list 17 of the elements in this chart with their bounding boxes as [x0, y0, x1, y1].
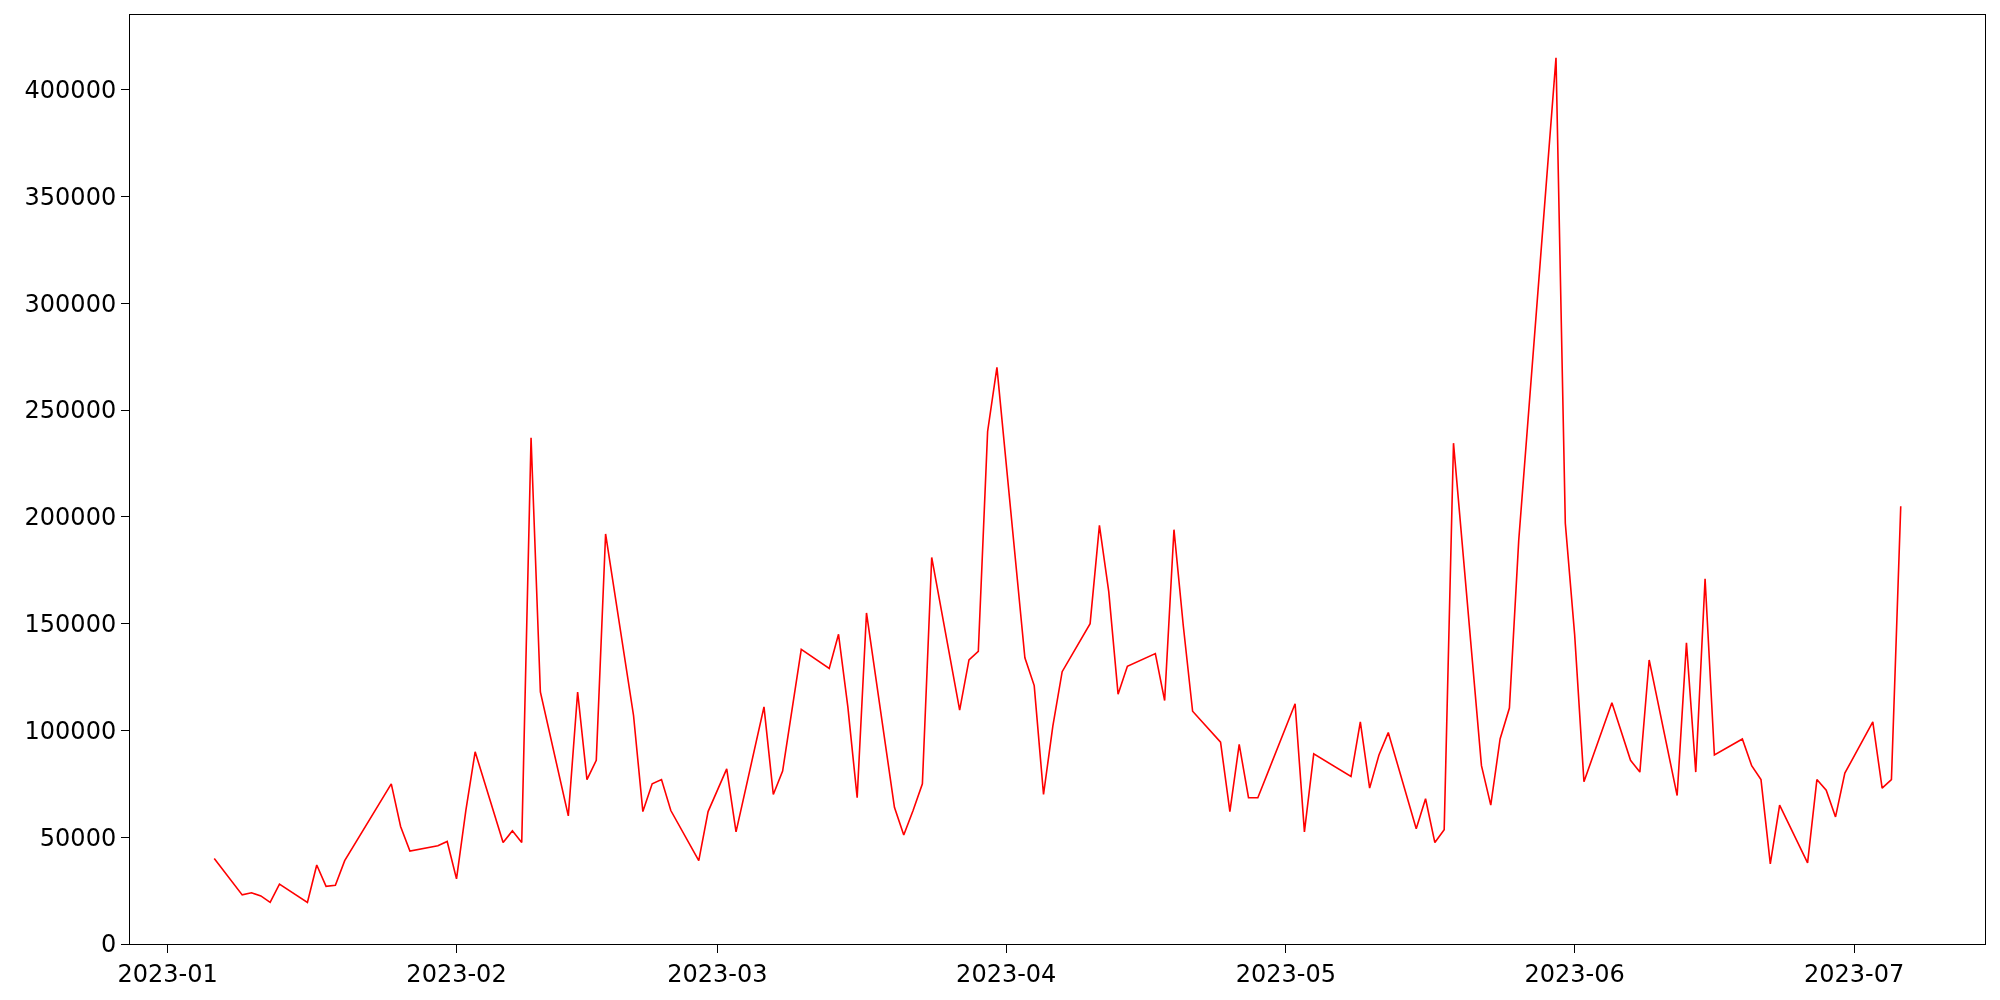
y-tick-label: 250000	[24, 396, 117, 425]
x-tick-label: 2023-06	[1524, 959, 1625, 988]
y-tick-label: 50000	[39, 823, 117, 852]
x-tick-label: 2023-04	[956, 959, 1057, 988]
x-tick-label: 2023-05	[1235, 959, 1336, 988]
x-tick-label: 2023-01	[117, 959, 218, 988]
y-tick-label: 200000	[24, 503, 117, 532]
y-tick-label: 300000	[24, 289, 117, 318]
line-series	[213, 56, 1902, 904]
x-tick-label: 2023-07	[1804, 959, 1905, 988]
x-tick-label: 2023-03	[667, 959, 768, 988]
y-tick-label: 0	[100, 930, 117, 959]
x-tick-label: 2023-02	[406, 959, 507, 988]
y-tick-label: 350000	[24, 182, 117, 211]
y-tick-label: 100000	[24, 716, 117, 745]
y-tick-label: 150000	[24, 610, 117, 639]
y-tick-label: 400000	[24, 76, 117, 105]
